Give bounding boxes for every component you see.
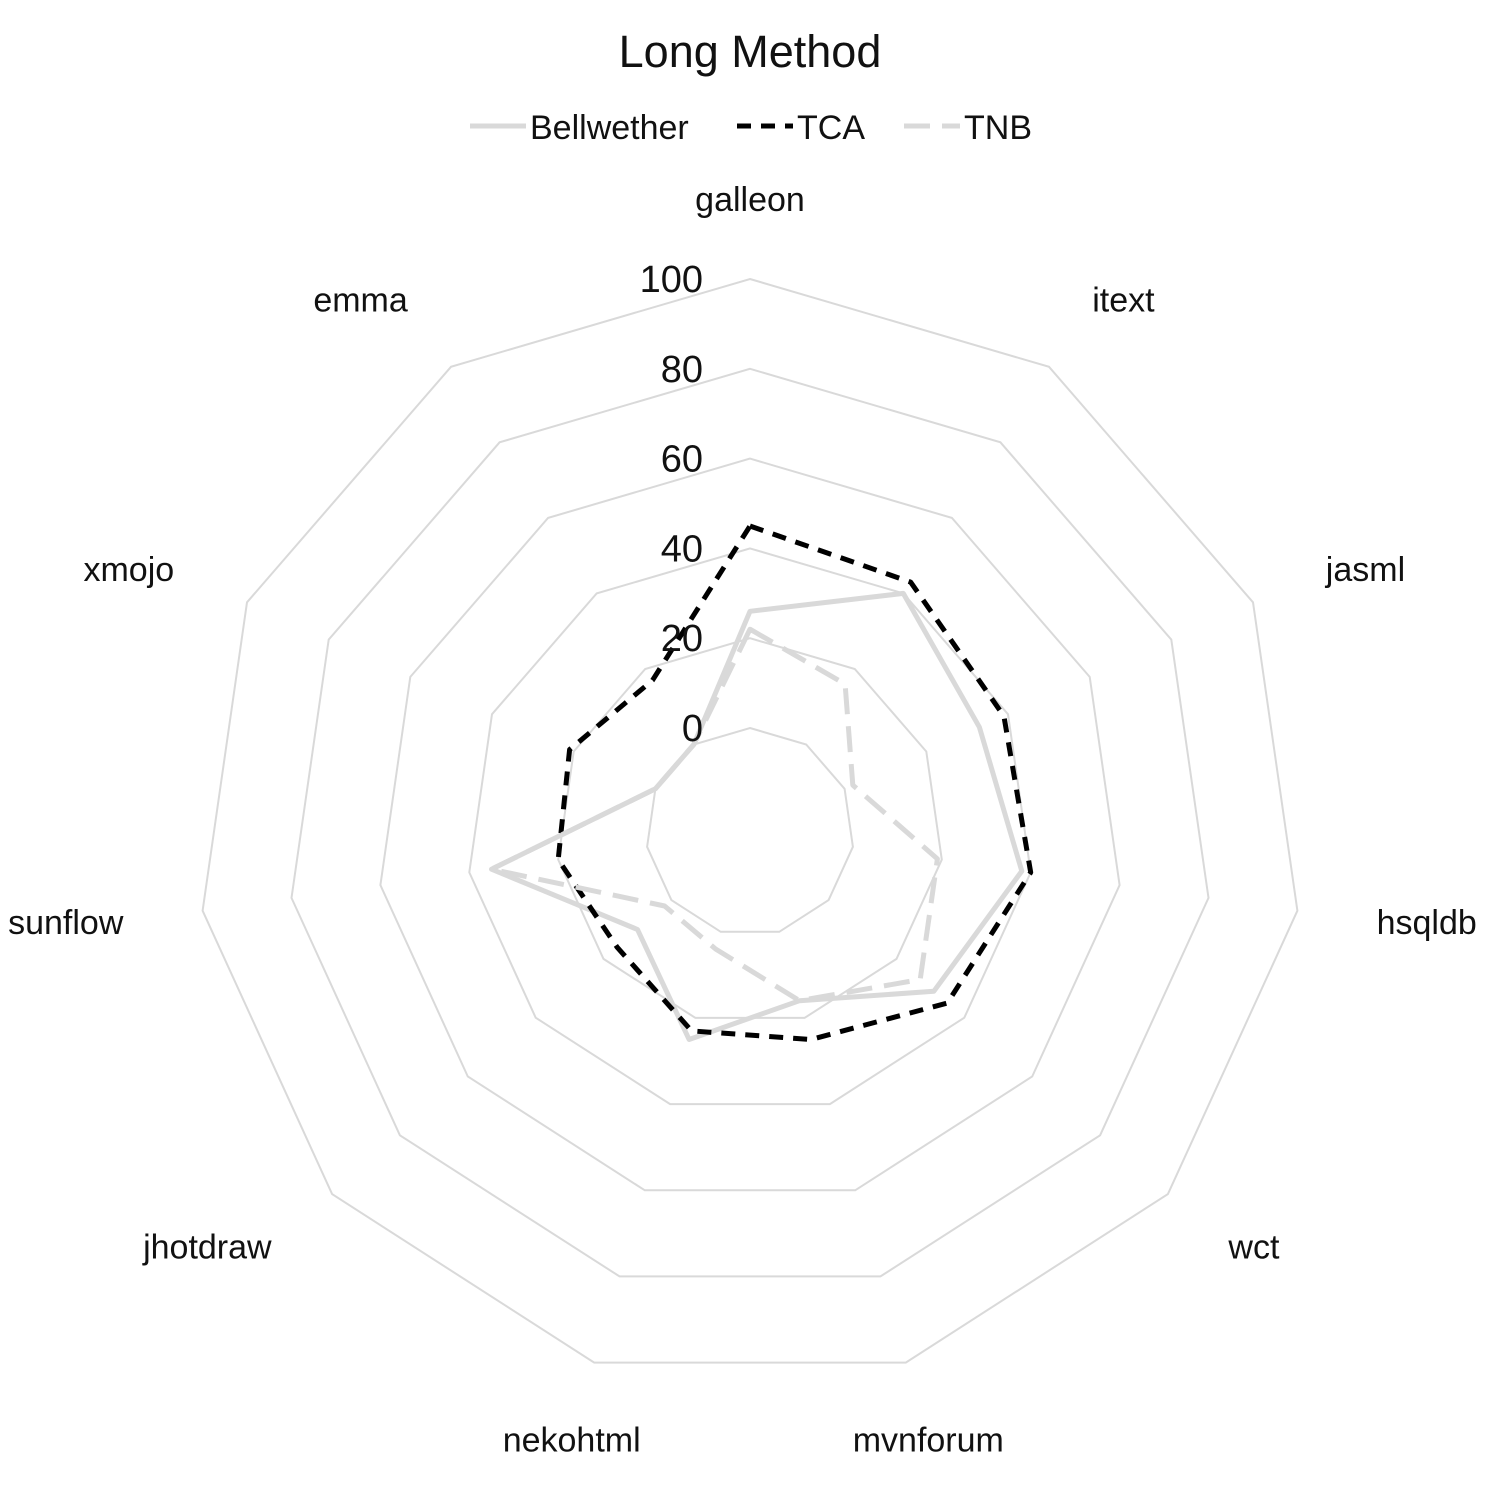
category-label-itext: itext — [1092, 282, 1155, 320]
series-line-tca — [555, 523, 1034, 1042]
legend-label-tnb: TNB — [964, 109, 1032, 147]
category-label-jasml: jasml — [1325, 551, 1405, 589]
grid-ring-60 — [379, 457, 1121, 1192]
series-line-tnb — [489, 626, 940, 1004]
grid-ring-20 — [557, 637, 943, 1019]
tick-label-80: 80 — [661, 349, 703, 391]
tick-label-20: 20 — [661, 618, 703, 660]
tick-label-0: 0 — [682, 708, 703, 750]
radar-grid — [201, 277, 1299, 1364]
tick-label-40: 40 — [661, 528, 703, 570]
radial-tick-labels: 0 20 40 60 80 100 — [640, 259, 703, 750]
category-label-emma: emma — [313, 282, 408, 320]
category-label-jhotdraw: jhotdraw — [142, 1229, 272, 1267]
category-label-xmojo: xmojo — [83, 551, 174, 589]
legend: Bellwether TCA TNB — [470, 109, 1032, 147]
tick-label-60: 60 — [661, 439, 703, 481]
data-series — [489, 523, 1034, 1042]
category-label-wct: wct — [1227, 1229, 1280, 1267]
category-label-mvnforum: mvnforum — [853, 1421, 1004, 1459]
grid-ring-0 — [646, 726, 854, 933]
legend-label-tca: TCA — [797, 109, 865, 147]
category-label-sunflow: sunflow — [8, 904, 124, 942]
category-labels: galleon itext jasml hsqldb wct mvnforum nekoht… — [8, 181, 1477, 1459]
category-label-galleon: galleon — [695, 181, 805, 219]
category-label-nekohtml: nekohtml — [503, 1421, 641, 1459]
grid-ring-100 — [201, 277, 1299, 1364]
grid-ring-80 — [290, 367, 1210, 1278]
chart-title: Long Method — [619, 26, 882, 77]
legend-label-bellwether: Bellwether — [530, 109, 689, 147]
grid-ring-40 — [468, 547, 1032, 1106]
tick-label-100: 100 — [640, 259, 703, 301]
category-label-hsqldb: hsqldb — [1377, 904, 1477, 942]
